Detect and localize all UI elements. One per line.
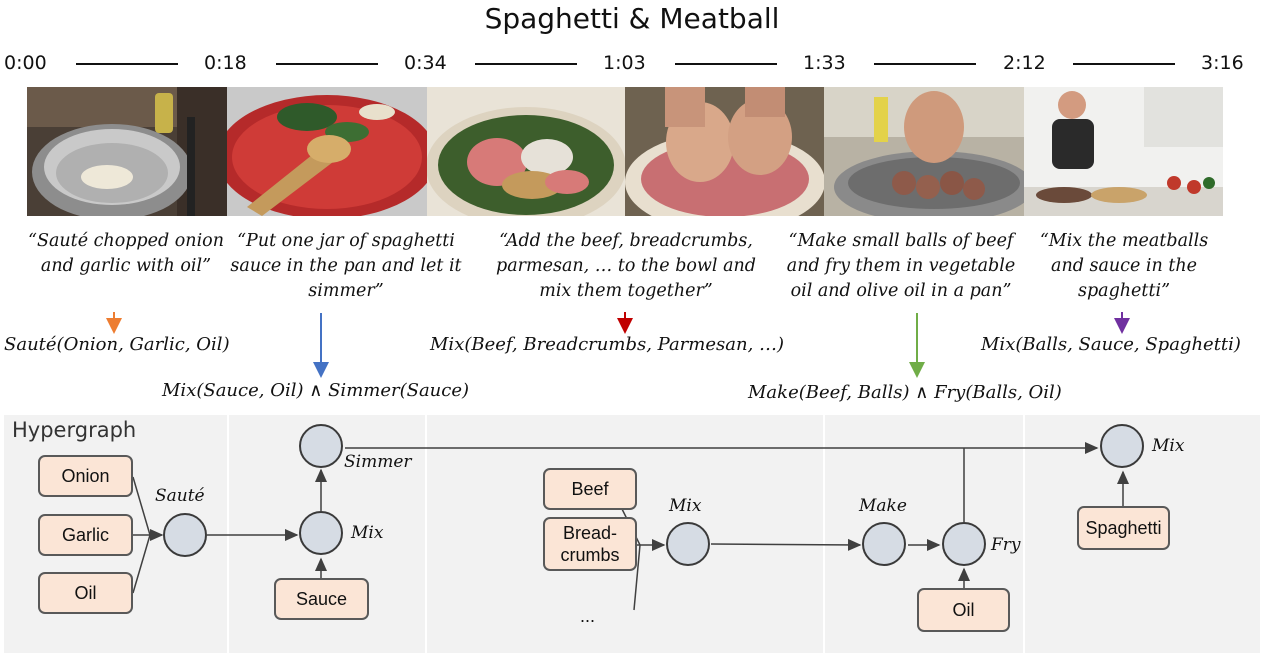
entity-breadcrumbs: Bread- crumbs [543,517,637,571]
formula-make-fry: Make(Beef, Balls) ∧ Fry(Balls, Oil) [748,382,1062,403]
video-frame-sauce [227,87,427,216]
entity-oil: Oil [38,572,133,614]
node-mix-sauce [299,511,343,555]
node-mix-final [1100,424,1144,468]
timeline-segment [276,63,378,65]
caption-saute: “Sauté chopped onion and garlic with oil… [28,231,224,276]
video-frame-frying [824,87,1024,216]
label-make: Make [859,496,907,516]
formula-mix-final: Mix(Balls, Sauce, Spaghetti) [981,334,1241,355]
timeline-segment [675,63,777,65]
timestamp-4: 1:33 [803,52,846,74]
timestamp-3: 1:03 [603,52,646,74]
edge-ellipsis [633,544,641,611]
formula-mix-beef: Mix(Beef, Breadcrumbs, Parmesan, …) [430,334,785,355]
entity-garlic: Garlic [38,514,133,556]
caption-arrows [106,312,1130,378]
hypergraph-edges [132,442,1129,611]
timestamp-0: 0:00 [4,52,47,74]
node-make [862,522,906,566]
label-saute: Sauté [155,486,205,506]
formula-mix-simmer: Mix(Sauce, Oil) ∧ Simmer(Sauce) [162,380,470,401]
label-mix-sauce: Mix [351,523,384,543]
label-fry: Fry [991,535,1021,555]
node-simmer [299,424,343,468]
label-mix-beef: Mix [669,496,702,516]
entity-sauce: Sauce [274,578,369,620]
entity-spaghetti: Spaghetti [1077,506,1170,550]
timeline-segment [76,63,178,65]
caption-make-fry: “Make small balls of beef and fry them i… [786,231,1016,301]
entity-onion: Onion [38,455,133,497]
node-fry [942,522,986,566]
video-frame-hands [625,87,824,216]
timestamp-2: 0:34 [404,52,447,74]
timestamp-1: 0:18 [204,52,247,74]
hypergraph-label: Hypergraph [12,418,137,442]
video-frame-bowl [427,87,625,216]
edge-oil [132,534,151,594]
label-mix-final: Mix [1152,436,1185,456]
timestamp-5: 2:12 [1003,52,1046,74]
caption-sauce: “Put one jar of spaghetti sauce in the p… [230,231,462,301]
edge-onion [132,476,151,536]
video-frame-saute [27,87,227,216]
entity-beef: Beef [543,468,637,510]
node-mix-beef [666,522,710,566]
entity-oil-fry: Oil [917,588,1010,632]
timeline-segment [1073,63,1175,65]
caption-mix-beef: “Add the beef, breadcrumbs, parmesan, … … [496,231,756,301]
label-simmer: Simmer [344,452,412,472]
caption-mix-final: “Mix the meatballs and sauce in the spag… [1039,231,1209,301]
edge-mix-make [710,538,862,551]
node-saute [163,513,207,557]
timeline-segment [475,63,577,65]
formula-saute: Sauté(Onion, Garlic, Oil) [4,334,230,355]
video-frame-chef [1024,87,1223,216]
timeline-segment [874,63,976,65]
diagram-title: Spaghetti & Meatball [484,2,780,35]
entity-ellipsis: ... [580,606,596,626]
timestamp-6: 3:16 [1201,52,1244,74]
